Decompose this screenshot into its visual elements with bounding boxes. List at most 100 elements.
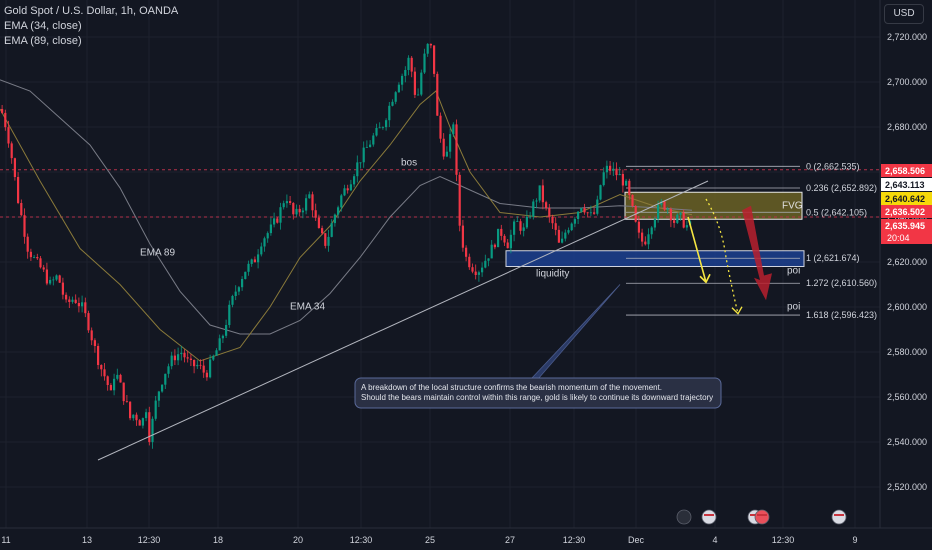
candle-body-196 [628,180,631,195]
candle-body-73 [234,291,237,296]
symbol-title[interactable]: Gold Spot / U.S. Dollar, 1h, OANDA [4,5,179,17]
flash-icon[interactable] [676,509,692,525]
annotation-3: poi [787,265,800,276]
us-flag-icon[interactable] [701,509,717,525]
candle-body-202 [647,234,650,245]
candle-body-135 [433,45,436,74]
candle-body-4 [13,158,16,177]
candle-body-74 [237,287,240,292]
y-tick-label-9: 2,700.000 [887,77,927,87]
candle-body-167 [535,200,538,202]
x-tick-label-0: 11 [1,535,10,545]
bearish-arrow [742,205,772,301]
candle-body-51 [164,373,167,385]
y-tick-label-8: 2,680.000 [887,122,927,132]
candle-body-59 [189,358,192,360]
candle-body-148 [474,271,477,275]
candle-body-15 [49,280,52,284]
candle-body-90 [289,201,292,203]
candle-body-14 [45,269,48,284]
candle-body-52 [167,366,170,374]
candle-body-203 [650,227,653,235]
ema-lines [0,79,693,362]
candle-body-84 [269,224,272,234]
support-trendline[interactable] [97,180,709,461]
candle-body-163 [522,227,525,231]
candle-body-83 [266,233,269,239]
price-tag-label-1: 2,643.113 [885,180,925,190]
fvg-label: FVG [782,200,803,211]
annotation-2: EMA 34 [290,301,325,312]
indicator-ema89[interactable]: EMA (89, close) [4,35,82,47]
candle-body-25 [81,302,84,307]
candle-body-102 [327,236,330,246]
x-tick-label-5: 12:30 [350,535,373,545]
candle-body-209 [669,209,672,221]
ema89-line [0,79,693,335]
us-flag-icon-3-stripe [757,514,767,516]
candle-body-153 [490,244,493,259]
candle-body-46 [148,412,151,443]
us-flag-icon-3[interactable] [754,509,770,525]
candle-body-82 [263,238,266,247]
annotation-0: bos [401,157,417,168]
candle-body-92 [295,208,298,215]
price-tag-label-0: 2,658.506 [885,166,925,176]
y-tick-label-1: 2,540.000 [887,437,927,447]
candle-body-72 [231,296,234,305]
trendline[interactable] [97,180,709,461]
candle-body-31 [100,365,103,370]
candle-body-111 [356,162,359,177]
indicator-ema34[interactable]: EMA (34, close) [4,20,82,32]
candle-body-5 [17,177,20,203]
callout-line-0: A breakdown of the local structure confi… [361,383,662,392]
candle-body-13 [42,267,45,270]
x-tick-label-2: 12:30 [138,535,161,545]
candle-body-123 [394,92,397,102]
fib-label-1: 0.236 (2,652.892) [806,183,877,193]
candle-body-138 [442,138,445,157]
candle-body-93 [298,208,301,213]
candle-body-54 [173,355,176,361]
candle-body-184 [589,212,592,214]
candle-body-45 [145,412,148,419]
candle-body-179 [573,219,576,224]
candle-body-55 [177,354,180,361]
candle-body-12 [39,258,42,268]
candle-body-141 [452,124,455,135]
candle-body-44 [141,418,144,426]
price-tag-label-4: 2,635.945 [885,221,925,231]
candle-body-39 [125,401,128,402]
candle-body-7 [23,215,26,237]
annotation-4: poi [787,301,800,312]
candle-body-6 [20,203,23,216]
x-tick-label-4: 20 [293,535,303,545]
candle-body-81 [260,246,263,255]
candle-body-18 [58,275,61,283]
candle-body-114 [365,147,368,148]
candle-body-11 [36,257,39,259]
candle-body-71 [228,304,231,325]
candle-body-16 [52,279,55,281]
candle-body-60 [193,360,196,367]
candle-body-41 [132,414,135,419]
price-tag-label-2: 2,640.642 [885,194,925,204]
candle-body-2 [7,127,10,144]
currency-button[interactable]: USD [884,4,924,24]
candle-body-104 [333,214,336,224]
candle-body-129 [413,71,416,95]
candle-body-150 [481,267,484,273]
candle-body-189 [605,165,608,173]
us-flag-icon-4[interactable] [831,509,847,525]
us-flag-icon-stripe [704,514,714,516]
countdown-tag [881,232,932,244]
price-axis[interactable]: 2,520.000 2,540.000 2,560.000 2,580.000 2,60… [879,0,932,550]
candle-body-112 [359,162,362,164]
candle-body-121 [388,105,391,121]
candle-body-190 [609,165,612,171]
time-axis[interactable]: 11 13 12:30 18 20 12:30 25 27 12:30 Dec 4 12:30 9 [0,509,932,550]
candle-body-78 [250,259,253,264]
countdown-label: 20:04 [887,233,910,243]
